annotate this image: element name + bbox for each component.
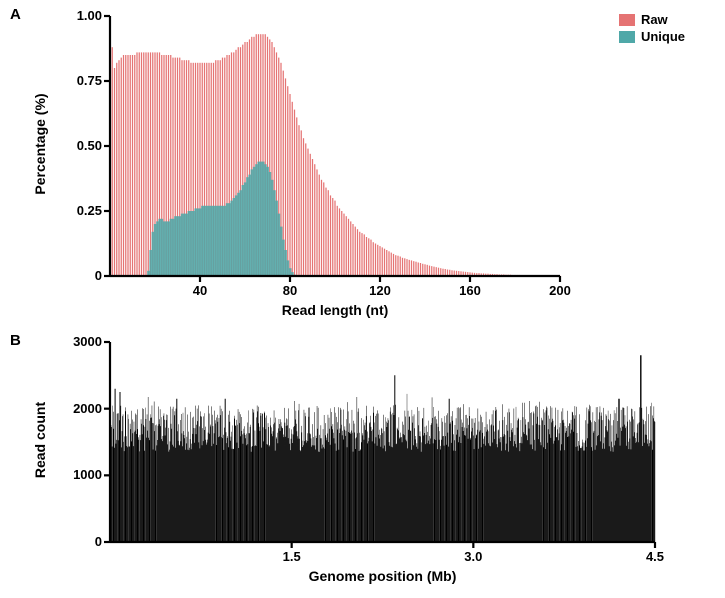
panel-a-ytick: 0 [62, 268, 102, 283]
panel-b-ytick: 1000 [62, 467, 102, 482]
panel-b-xlabel: Genome position (Mb) [110, 568, 655, 584]
legend-item: Raw [619, 12, 685, 27]
panel-a-ytick: 0.25 [62, 203, 102, 218]
panel-a-xlabel: Read length (nt) [110, 302, 560, 318]
panel-a-svg [110, 16, 560, 276]
legend-label: Raw [641, 12, 668, 27]
panel-a-xtick: 80 [275, 283, 305, 298]
panel-b-label: B [10, 332, 21, 349]
panel-a-plot [110, 16, 560, 276]
panel-a-label: A [10, 6, 21, 23]
panel-b-ylabel: Read count [32, 380, 48, 500]
panel-b-plot [110, 342, 655, 542]
panel-a-xtick: 40 [185, 283, 215, 298]
legend-label: Unique [641, 29, 685, 44]
panel-b-ytick: 0 [62, 534, 102, 549]
legend-swatch [619, 14, 635, 26]
panel-a-ytick: 1.00 [62, 8, 102, 23]
panel-b-xtick: 1.5 [277, 549, 307, 564]
panel-a-legend: Raw Unique [619, 12, 685, 46]
panel-a-xtick: 120 [365, 283, 395, 298]
legend-swatch [619, 31, 635, 43]
panel-b-ytick: 2000 [62, 401, 102, 416]
figure-root: A Read length (nt) Percentage (%) Raw Uni… [0, 0, 725, 598]
panel-b-xtick: 3.0 [458, 549, 488, 564]
panel-b-svg [110, 342, 655, 542]
panel-a-ytick: 0.50 [62, 138, 102, 153]
panel-b-ytick: 3000 [62, 334, 102, 349]
legend-item: Unique [619, 29, 685, 44]
panel-a-ylabel: Percentage (%) [32, 84, 48, 204]
panel-a-xtick: 160 [455, 283, 485, 298]
panel-a-ytick: 0.75 [62, 73, 102, 88]
panel-a-xtick: 200 [545, 283, 575, 298]
panel-b-xtick: 4.5 [640, 549, 670, 564]
